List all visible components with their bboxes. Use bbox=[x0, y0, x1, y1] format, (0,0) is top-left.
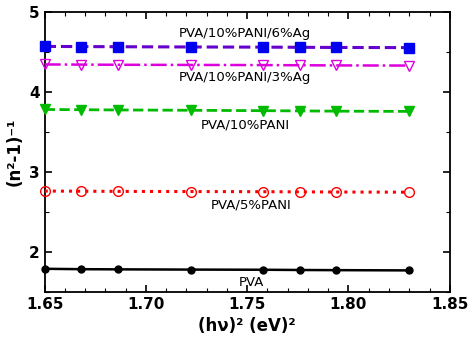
Text: PVA/10%PANI/3%Ag: PVA/10%PANI/3%Ag bbox=[179, 71, 311, 84]
Text: PVA/5%PANI: PVA/5%PANI bbox=[211, 199, 292, 212]
Y-axis label: (n²-1)⁻¹: (n²-1)⁻¹ bbox=[6, 118, 24, 186]
Text: PVA/10%PANI: PVA/10%PANI bbox=[201, 119, 290, 132]
Text: PVA/10%PANI/6%Ag: PVA/10%PANI/6%Ag bbox=[179, 27, 311, 40]
Text: PVA: PVA bbox=[238, 276, 264, 289]
X-axis label: (hν)² (eV)²: (hν)² (eV)² bbox=[199, 317, 296, 336]
